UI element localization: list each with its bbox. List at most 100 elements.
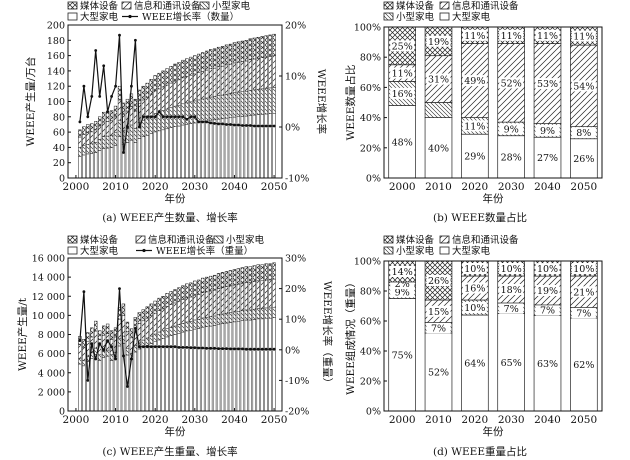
bar-ict-2039 [228,285,233,313]
growth-point-2016 [137,345,141,349]
growth-point-2011 [118,287,121,290]
bar-media-2021 [157,297,161,311]
bar-small-2021 [157,331,161,341]
x-tick-label: 2020 [461,181,488,193]
legend-growth-wt-label: WEEE增长率（重量） [156,245,253,257]
y-tick-label: 40% [360,113,381,124]
bar-small-2050 [272,87,276,114]
bar-large-2005 [94,354,98,412]
x-tick-label: 2040 [534,414,561,426]
legend-media-label: 媒体设备 [80,0,119,12]
y-tick-label: 40% [360,347,381,358]
bar-ict-2011 [117,318,122,339]
bar-small-2033 [205,97,209,122]
y-tick-label: 20% [360,377,381,388]
data-label-bg [462,29,487,41]
growth-point-2050 [272,347,276,351]
data-label-small-2040: 7% [540,306,555,317]
bar-ict-2041 [236,283,241,312]
data-label-ict-2000: 2% [395,279,410,290]
data-label-ict-2020: 49% [464,76,485,87]
bar-large-2009 [109,147,114,179]
data-label-bg [499,302,524,314]
legend-b: 媒体设备 信息和通讯设备 小型家电 大型家电 [383,0,519,23]
data-label-media-2000: 14% [392,267,413,278]
bar-ict-2036 [216,66,221,96]
bar-small-2005 [94,142,98,153]
bar-large-2050 [272,113,276,179]
y-tick-label: 160 [47,51,65,62]
bar-large-2050 [272,317,276,412]
bar-media-2027 [181,285,185,300]
bar-ict-2049 [268,56,272,89]
bar-large-2045 [252,319,256,412]
bar-small-2028 [185,321,189,332]
bar-media-2009 [109,330,114,340]
growth-point-2024 [169,345,173,349]
data-label-bg [462,75,487,87]
data-label-bg [499,29,524,41]
x-axis-title: 年份 [483,425,504,438]
y-tick-label: 4 000 [38,368,65,379]
growth-point-2002 [82,84,86,88]
legend-large-swatch [67,246,78,255]
bar-media-2023 [165,68,169,86]
bar-large-2020 [153,131,157,179]
data-label-bg [462,282,487,294]
x-tick-label: 2050 [570,414,597,426]
y-tick-label: 20 [53,158,65,169]
bar-ict-2022 [161,308,165,331]
bar-ict-2042 [240,61,245,92]
bar-media-2040 [232,269,237,286]
y2-axis-title: WEEE增长率 [315,69,328,134]
x-tick-label: 2030 [498,414,525,426]
legend-small-swatch [383,12,394,21]
bar-media-2019 [149,303,153,316]
y2-tick-label: 0% [285,123,300,134]
bar-small-2030 [193,319,197,330]
data-label-media-2050: 10% [573,264,594,275]
bar-media-2025 [173,63,177,82]
data-label-bg [499,284,524,295]
bar-media-2031 [197,279,201,295]
bar-small-2002 [82,145,86,156]
data-label-large-2040: 27% [537,153,558,164]
growth-point-2048 [264,347,268,351]
data-label-bg [390,67,415,79]
data-label-large-2020: 64% [464,359,485,370]
growth-point-2037 [221,347,225,350]
legend-c: 媒体设备 信息和通讯设备 小型家电 大型家电 WEEE增长率（重量） [67,234,265,257]
bar-small-2041 [236,91,241,117]
growth-point-2044 [248,124,252,127]
bar-media-2042 [240,40,245,62]
growth-point-2044 [248,347,252,351]
bar-media-2028 [185,283,189,299]
data-label-ict-2010: 15% [428,307,449,318]
growth-point-2033 [205,120,209,124]
growth-point-2005 [94,357,98,361]
bar-media-2016 [137,312,142,324]
bar-large-2043 [244,319,249,412]
y-tick-label: 2 000 [38,387,65,398]
growth-point-2018 [145,115,149,119]
bar-ict-2039 [228,63,233,94]
bar-media-2024 [169,291,173,305]
growth-point-2018 [145,345,149,349]
bar-large-2011 [117,136,122,179]
growth-point-2027 [181,346,185,349]
bar-large-2008 [105,147,110,179]
bar-ict-2050 [272,55,276,88]
bar-ict-2013 [125,331,130,350]
bar-media-2041 [236,41,241,63]
growth-point-2050 [272,124,276,128]
growth-point-2039 [229,347,232,351]
bar-media-2022 [161,70,165,88]
bar-small-2036 [216,314,221,325]
bar-small-2023 [165,108,169,130]
bar-media-2003 [86,124,90,133]
growth-point-2041 [237,347,240,351]
bar-small-2021 [157,111,161,132]
legend-ict-label: 信息和通讯设备 [134,0,201,12]
bar-large-2047 [260,318,264,412]
growth-point-2009 [110,95,113,98]
